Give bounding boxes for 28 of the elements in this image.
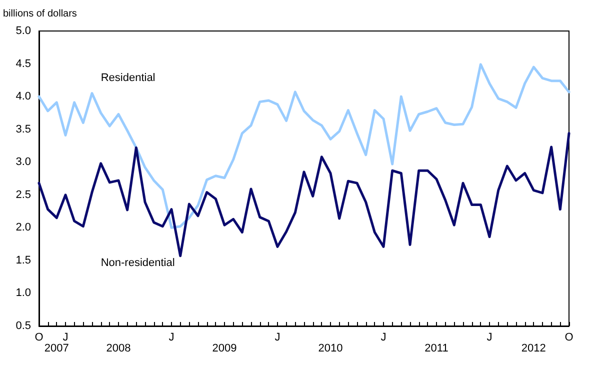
text: 2009 [212,342,237,354]
line-series [38,63,570,229]
y-tick-label: 0.5 [16,320,31,332]
y-tick-label: 4.0 [16,90,31,103]
series-label: Residential [100,72,156,84]
x-tick-label: O [564,332,574,344]
text: 2012 [521,342,546,354]
series-label: Non-residential [100,257,175,270]
y-tick-label: 1.0 [16,287,31,300]
x-tick-label: J [380,332,386,344]
x-tick-label: O [34,332,44,344]
text: 2010 [318,342,343,354]
y-tick-label: 2.0 [16,222,31,234]
y-axis-title: billions of dollars [3,8,77,20]
y-tick-label: 1.5 [16,254,31,266]
text: 2011 [424,342,448,354]
text: 2007 [44,342,69,354]
x-tick-label: J [486,332,492,344]
y-tick-label: 3.5 [16,123,31,136]
y-tick-label: 4.5 [16,58,31,70]
x-tick-label: J [62,332,68,344]
line-series [38,132,570,258]
text: 2008 [106,342,131,354]
y-tick-label: 5.0 [16,25,31,37]
x-tick-label: J [168,332,174,344]
y-tick-label: 2.5 [16,188,31,201]
x-tick-label: J [274,332,280,344]
y-tick-label: 3.0 [16,156,31,168]
